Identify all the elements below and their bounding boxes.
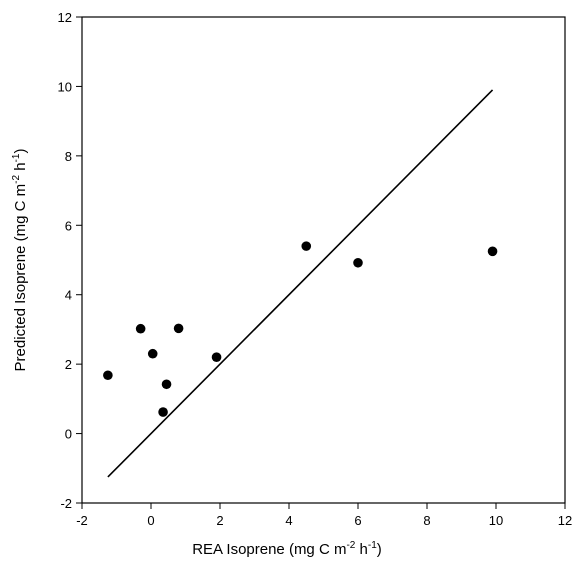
x-tick-label: 6	[354, 513, 361, 528]
data-point	[353, 257, 363, 268]
x-tick-label: 4	[285, 513, 292, 528]
data-point	[301, 241, 312, 251]
x-tick-label: 10	[489, 513, 503, 528]
y-tick-label: 2	[65, 357, 72, 372]
x-tick-label: 0	[147, 513, 154, 528]
data-point	[103, 370, 113, 381]
y-tick-label: 12	[58, 10, 72, 25]
fit-line	[107, 89, 494, 478]
y-axis-title: Predicted Isoprene (mg C m-2 h-1)	[11, 149, 29, 372]
plot-frame	[81, 16, 566, 504]
x-tick-label: 2	[216, 513, 223, 528]
fit-line-group	[107, 89, 494, 478]
data-point	[147, 348, 158, 359]
data-point	[158, 407, 168, 417]
y-tick-label: 4	[65, 288, 72, 303]
axes	[81, 16, 566, 504]
x-axis-title: REA Isoprene (mg C m-2 h-1)	[192, 540, 382, 558]
x-tick-label: -2	[76, 513, 88, 528]
ticks: -2 0 2 4 6 8 10 12 -2 0 2 4 6 8 10 12	[58, 10, 572, 528]
y-tick-label: -2	[60, 496, 72, 511]
data-points	[103, 241, 498, 417]
x-tick-label: 8	[423, 513, 430, 528]
y-tick-label: 6	[65, 218, 72, 233]
data-point	[211, 352, 222, 363]
y-tick-label: 10	[58, 79, 72, 94]
data-point	[487, 246, 498, 257]
x-tick-label: 12	[558, 513, 572, 528]
y-tick-label: 8	[65, 149, 72, 164]
data-point	[161, 379, 172, 390]
data-point	[135, 323, 146, 334]
data-point	[173, 323, 184, 334]
y-tick-label: 0	[65, 427, 72, 442]
